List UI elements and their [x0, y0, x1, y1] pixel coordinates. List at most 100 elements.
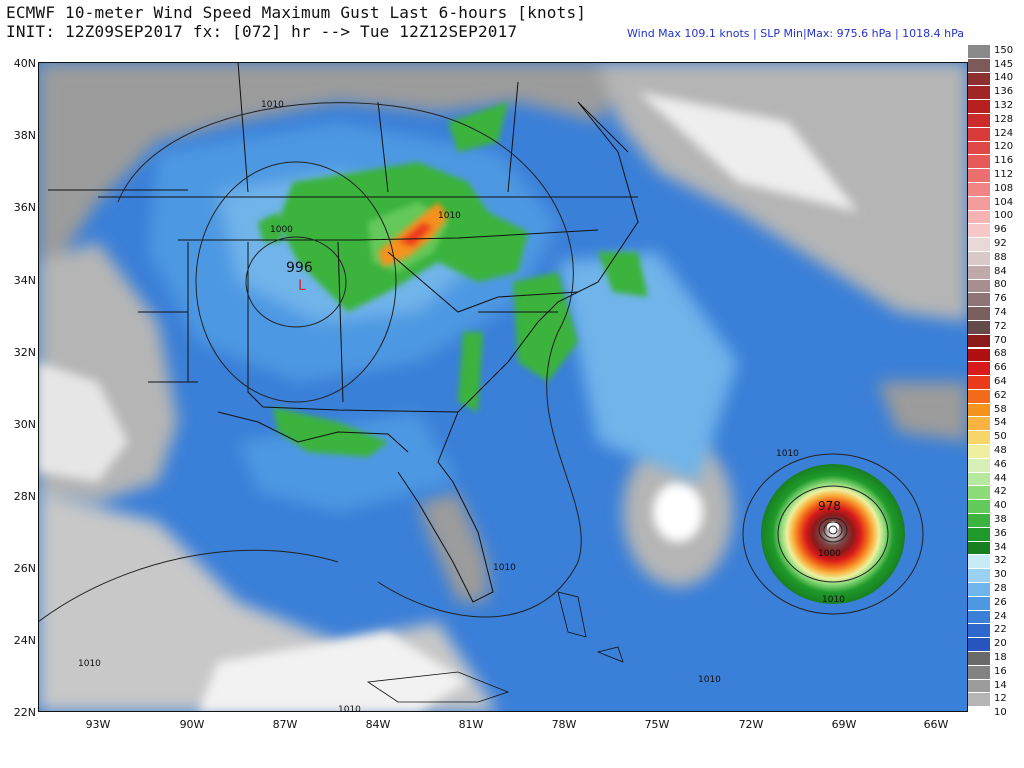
legend-swatch	[968, 154, 990, 169]
lat-label-34n: 34N	[13, 274, 36, 287]
lat-label-24n: 24N	[13, 634, 36, 647]
legend-value: 50	[994, 431, 1007, 443]
legend-swatch	[968, 375, 990, 389]
legend-value: 132	[994, 100, 1014, 112]
isobar-label: 1010	[78, 659, 101, 669]
legend-swatch	[968, 554, 990, 569]
legend-swatch	[968, 306, 990, 320]
legend-swatch	[968, 526, 990, 541]
legend-swatch	[968, 637, 990, 651]
wind-speed-legend: 150 145 140 136 132 128 124 120 116 112 108 104 100 9…	[968, 44, 1013, 720]
legend-swatch	[968, 664, 990, 679]
stats-line: Wind Max 109.1 knots | SLP Min|Max: 975.…	[627, 27, 964, 40]
legend-value: 112	[994, 169, 1014, 181]
isobar-label: 1000	[270, 225, 293, 235]
legend-swatch	[968, 85, 990, 100]
legend-value: 104	[994, 196, 1014, 208]
legend-swatch	[968, 250, 990, 265]
legend-swatch	[968, 582, 990, 596]
legend-swatch	[968, 168, 990, 182]
legend-value: 30	[994, 569, 1007, 581]
lon-label-81w: 81W	[458, 718, 484, 731]
low-pressure-mark: L	[298, 278, 306, 294]
legend-swatch	[968, 361, 990, 376]
legend-value: 100	[994, 210, 1014, 222]
legend-value: 74	[994, 307, 1007, 319]
legend-value: 150	[994, 44, 1014, 56]
legend-value: 34	[994, 541, 1007, 553]
legend-value: 12	[994, 693, 1007, 705]
isobars	[38, 102, 924, 623]
legend-value: 46	[994, 458, 1007, 470]
lon-label-78w: 78W	[551, 718, 577, 731]
legend-swatch	[968, 651, 990, 665]
legend-swatch	[968, 223, 990, 238]
legend-value: 68	[994, 348, 1007, 360]
legend-swatch	[968, 333, 990, 348]
lon-label-72w: 72W	[738, 718, 764, 731]
isobar-label: 1010	[776, 449, 799, 459]
legend-swatch	[968, 692, 990, 707]
legend-swatch	[968, 237, 990, 251]
legend-value: 84	[994, 265, 1007, 277]
legend-value: 22	[994, 624, 1007, 636]
legend-swatch	[968, 140, 990, 155]
lat-label-22n: 22N	[13, 706, 36, 719]
legend-value: 18	[994, 651, 1007, 663]
init-forecast-line: INIT: 12Z09SEP2017 fx: [072] hr --> Tue …	[6, 22, 518, 41]
legend-swatch	[968, 444, 990, 458]
legend-value: 16	[994, 665, 1007, 677]
legend-swatch	[968, 416, 990, 431]
legend-swatch	[968, 71, 990, 86]
legend-swatch	[968, 568, 990, 583]
legend-swatch	[968, 706, 990, 720]
legend-swatch	[968, 513, 990, 527]
strong-wind-strip	[378, 202, 448, 267]
legend-value: 62	[994, 389, 1007, 401]
legend-swatch	[968, 195, 990, 210]
isobar-label: 1010	[493, 563, 516, 573]
isobar-label: 1010	[438, 211, 461, 221]
legend-swatch	[968, 99, 990, 113]
legend-value: 44	[994, 472, 1007, 484]
boundaries	[48, 62, 639, 603]
legend-value: 120	[994, 141, 1014, 153]
legend-swatch	[968, 457, 990, 472]
legend-value: 58	[994, 403, 1007, 415]
lat-label-30n: 30N	[13, 418, 36, 431]
legend-value: 42	[994, 486, 1007, 498]
legend-value: 48	[994, 444, 1007, 456]
legend-value: 76	[994, 293, 1007, 305]
isobar-label: 1000	[818, 549, 841, 559]
legend-swatch	[968, 126, 990, 141]
legend-swatch	[968, 44, 990, 58]
legend-value: 54	[994, 417, 1007, 429]
legend-swatch	[968, 609, 990, 624]
isobar-label: 1010	[822, 595, 845, 605]
lon-label-93w: 93W	[85, 718, 111, 731]
legend-swatch	[968, 347, 990, 362]
legend-swatch	[968, 112, 990, 127]
legend-swatch	[968, 471, 990, 486]
legend-swatch	[968, 623, 990, 638]
legend-swatch	[968, 264, 990, 279]
legend-value: 10	[994, 707, 1007, 719]
legend-value: 145	[994, 58, 1014, 70]
legend-swatch	[968, 540, 990, 555]
legend-value: 128	[994, 113, 1014, 125]
calm-areas	[38, 92, 858, 712]
lat-label-32n: 32N	[13, 346, 36, 359]
map-frame	[38, 62, 968, 712]
legend-value: 40	[994, 500, 1007, 512]
legend-value: 80	[994, 279, 1007, 291]
wind-gust-map: 1010 1010 1000 1010 1010 1010 1010 1010 …	[38, 62, 968, 712]
legend-value: 24	[994, 610, 1007, 622]
lon-label-69w: 69W	[831, 718, 857, 731]
isobar-label: 1010	[698, 675, 721, 685]
legend-swatch	[968, 319, 990, 334]
low-pressure-value: 996	[286, 260, 313, 276]
legend-value: 26	[994, 596, 1007, 608]
legend-value: 32	[994, 555, 1007, 567]
lat-label-40n: 40N	[13, 57, 36, 70]
isobar-label: 1010	[338, 705, 361, 712]
